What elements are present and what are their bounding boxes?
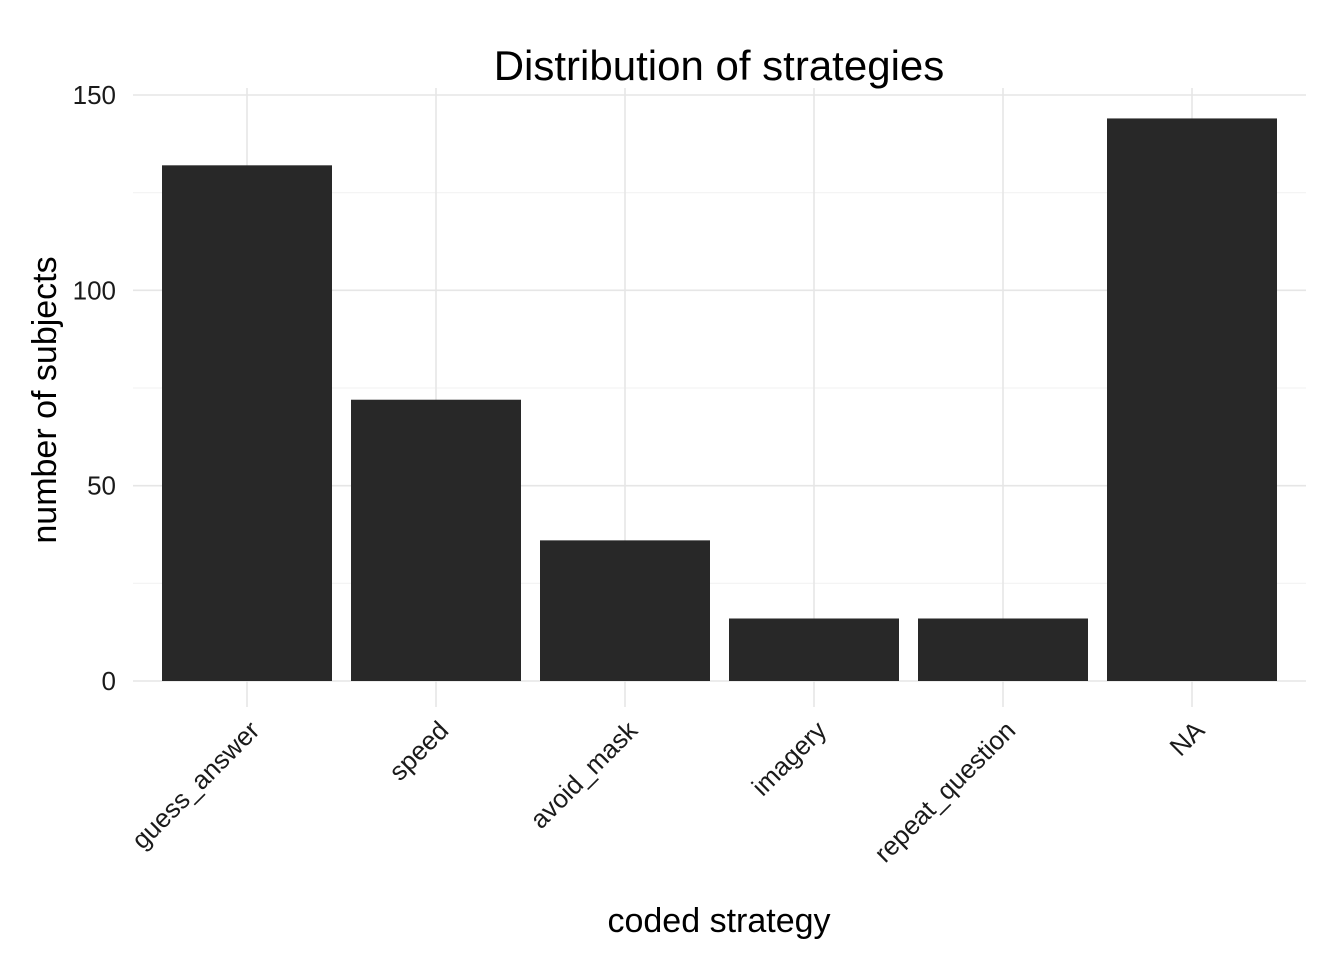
bar-repeat_question [918,618,1088,681]
x-tick-label: avoid_mask [524,714,644,834]
bar-avoid_mask [540,540,710,681]
bars [162,118,1277,681]
x-axis-title: coded strategy [607,902,830,940]
x-axis-ticks: guess_answer speed avoid_mask imagery repeat… [125,714,1210,868]
bar-imagery [729,618,899,681]
x-tick-label: imagery [746,715,833,802]
y-tick-label: 100 [73,275,116,305]
bar-NA [1107,118,1277,681]
y-axis-ticks: 0 50 100 150 [73,80,116,696]
y-tick-label: 0 [102,666,116,696]
y-tick-label: 150 [73,80,116,110]
x-tick-label: guess_answer [125,715,265,855]
x-tick-label: repeat_question [868,715,1021,868]
x-tick-label: NA [1163,715,1210,762]
x-tick-label: speed [383,715,454,786]
y-axis-title: number of subjects [26,256,64,543]
bar-guess_answer [162,165,332,681]
bar-speed [351,399,521,681]
chart-title: Distribution of strategies [494,42,945,89]
y-tick-label: 50 [87,471,116,501]
